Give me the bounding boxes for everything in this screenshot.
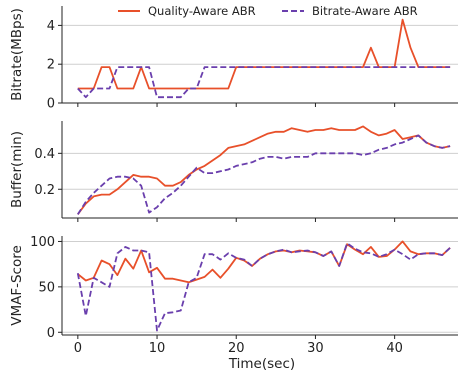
series-line-quality-aware: [77, 125, 451, 215]
series-line-bitrate-aware: [77, 66, 451, 99]
y-tick-label: 4: [47, 19, 55, 34]
panels: 024Bitrate(MBps)0.20.4Buffer(min)0501000…: [9, 6, 458, 356]
panel-3: 0 50 100 0 10 20 30 40 VMAF-Score: [9, 235, 458, 356]
series-line-quality-aware: [77, 18, 451, 90]
series-line-bitrate-aware: [76, 242, 451, 332]
panel-2: 0.2 0.4 Buffer(min): [9, 121, 458, 222]
y-tick-label: 2: [47, 58, 55, 73]
panel-1: 0 2 4 Bitrate(MBps): [9, 6, 458, 112]
y-tick-label: 0: [47, 97, 55, 112]
y-axis-label: VMAF-Score: [9, 245, 25, 326]
x-tick-label: 0: [74, 341, 82, 356]
legend-label-quality: Quality-Aware ABR: [148, 4, 256, 18]
y-tick-label: 0.2: [34, 183, 55, 198]
x-tick-label: 40: [386, 341, 403, 356]
y-tick-label: 0.4: [34, 147, 55, 162]
series-line-quality-aware: [77, 240, 451, 284]
legend: Quality-Aware ABR Bitrate-Aware ABR: [118, 4, 418, 18]
x-tick-label: 10: [149, 341, 166, 356]
y-tick-label: 0: [47, 326, 55, 341]
y-tick-label: 100: [30, 235, 55, 250]
x-axis-label: Time(sec): [228, 356, 295, 372]
y-axis-label: Bitrate(MBps): [9, 8, 25, 101]
x-tick-label: 20: [228, 341, 245, 356]
y-axis-label: Buffer(min): [9, 131, 25, 208]
series-line-bitrate-aware: [77, 134, 451, 215]
y-tick-label: 50: [38, 280, 55, 295]
x-tick-label: 30: [307, 341, 324, 356]
legend-label-bitrate: Bitrate-Aware ABR: [312, 4, 418, 18]
